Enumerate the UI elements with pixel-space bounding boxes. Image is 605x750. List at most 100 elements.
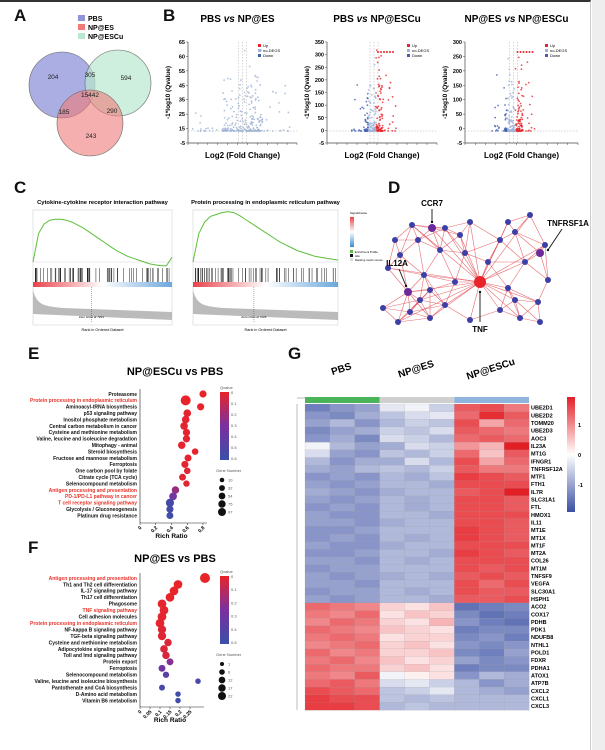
qvalue-tick: 0.5	[231, 640, 237, 645]
volcano-point	[526, 117, 529, 119]
qvalue-tick: 0.3	[231, 423, 237, 428]
qvalue-tick: 0.5	[231, 445, 237, 450]
volcano-point	[254, 111, 257, 114]
heatmap-cell	[304, 503, 331, 512]
enrichment-dot	[157, 625, 167, 634]
y-tick-label: 15	[179, 127, 185, 133]
network-edge	[499, 287, 509, 311]
term-label: TGF-beta signaling pathway	[70, 634, 137, 640]
heatmap-cell	[454, 686, 480, 695]
y-tick-label: 250	[453, 54, 462, 60]
network-edge	[382, 307, 411, 313]
heatmap-cell	[454, 556, 480, 565]
enrichment-dot	[158, 664, 166, 672]
network-edge	[479, 281, 539, 303]
gene-label: POLD1	[531, 651, 549, 657]
venn-count: 15442	[81, 92, 99, 99]
volcano-point	[514, 124, 516, 127]
heatmap-cell	[454, 564, 480, 573]
heatmap-cell	[429, 648, 455, 657]
volcano-point	[369, 102, 372, 105]
heatmap-cell	[504, 549, 530, 558]
network-edge	[423, 274, 446, 306]
volcano-point	[249, 108, 252, 111]
dot-plot-title: NP@ESCu vs PBS	[127, 366, 223, 378]
enrichment-dot	[180, 395, 191, 406]
arrowhead	[430, 220, 434, 224]
heatmap-cell	[354, 625, 380, 634]
volcano-point	[254, 88, 257, 91]
volcano-point	[238, 87, 241, 90]
network-edge	[417, 239, 425, 276]
size-legend-title: Gene Number	[216, 468, 242, 473]
volcano-point	[380, 113, 383, 116]
heatmap-cell	[354, 495, 380, 504]
volcano-point	[496, 124, 499, 127]
volcano-point	[507, 103, 510, 106]
heatmap-cell	[504, 541, 530, 550]
heatmap-cell	[479, 625, 505, 634]
network-node	[512, 297, 518, 303]
volcano-point	[505, 97, 507, 100]
volcano-point	[526, 61, 529, 64]
gene-label: UBE2D1	[531, 406, 553, 412]
volcano-point	[369, 130, 372, 132]
volcano-title-part: vs	[224, 14, 236, 25]
gene-label: PDHB	[531, 620, 547, 626]
colorbar-tick: 0	[578, 453, 581, 459]
heatmap-cell	[304, 564, 331, 573]
volcano-point	[521, 118, 524, 121]
heatmap-cell	[504, 572, 530, 581]
volcano-point	[380, 108, 382, 111]
gene-label: MT1G	[531, 452, 546, 458]
volcano-point	[234, 97, 237, 100]
volcano-point	[509, 111, 511, 114]
x-tick-label: 0	[137, 525, 143, 531]
volcano-point	[250, 96, 253, 99]
term-label: Cell adhesion molecules	[79, 615, 138, 621]
heatmap-cell	[504, 579, 530, 588]
heatmap-cell	[304, 434, 331, 443]
volcano-point	[374, 97, 377, 99]
volcano-point	[369, 108, 372, 111]
network-edge	[397, 281, 481, 323]
volcano-point	[274, 91, 277, 94]
volcano-point	[497, 104, 500, 107]
volcano-point	[241, 130, 244, 132]
volcano-point	[377, 51, 379, 53]
heatmap-cell	[379, 403, 405, 412]
volcano-point	[257, 99, 260, 102]
heatmap-cell	[429, 549, 455, 558]
heatmap-cell	[479, 549, 505, 558]
x-axis-label: Log2 (Fold Change)	[205, 151, 280, 160]
heatmap-cell	[479, 511, 505, 520]
network-edge	[444, 281, 456, 306]
volcano-point	[378, 122, 381, 125]
volcano-point	[239, 110, 242, 113]
heatmap-cell	[479, 610, 505, 619]
volcano-point	[207, 127, 209, 130]
enrichment-curve	[192, 211, 339, 263]
volcano-point	[277, 102, 280, 104]
network-node	[505, 219, 511, 225]
heatmap-cell	[304, 595, 331, 604]
scrollbar[interactable]	[592, 0, 605, 750]
term-label: IL-17 signaling pathway	[81, 589, 138, 595]
volcano-point	[231, 90, 233, 92]
volcano-title-part: NP@ESCu	[515, 14, 568, 25]
heatmap-cell	[329, 480, 356, 489]
gene-label: COX17	[531, 612, 549, 618]
heatmap-cell	[354, 556, 380, 565]
volcano-point	[248, 65, 251, 68]
heatmap-cell	[504, 411, 530, 420]
heatmap-cell	[304, 495, 331, 504]
volcano-point	[495, 74, 498, 76]
heatmap-cell	[329, 618, 356, 627]
volcano-point	[525, 83, 527, 86]
legend-swatch	[407, 54, 410, 57]
heatmap-cell	[404, 595, 430, 604]
ranking-metric-area	[193, 290, 338, 320]
heatmap-cell	[429, 595, 455, 604]
volcano-point	[531, 51, 534, 53]
heatmap-cell	[379, 426, 405, 435]
